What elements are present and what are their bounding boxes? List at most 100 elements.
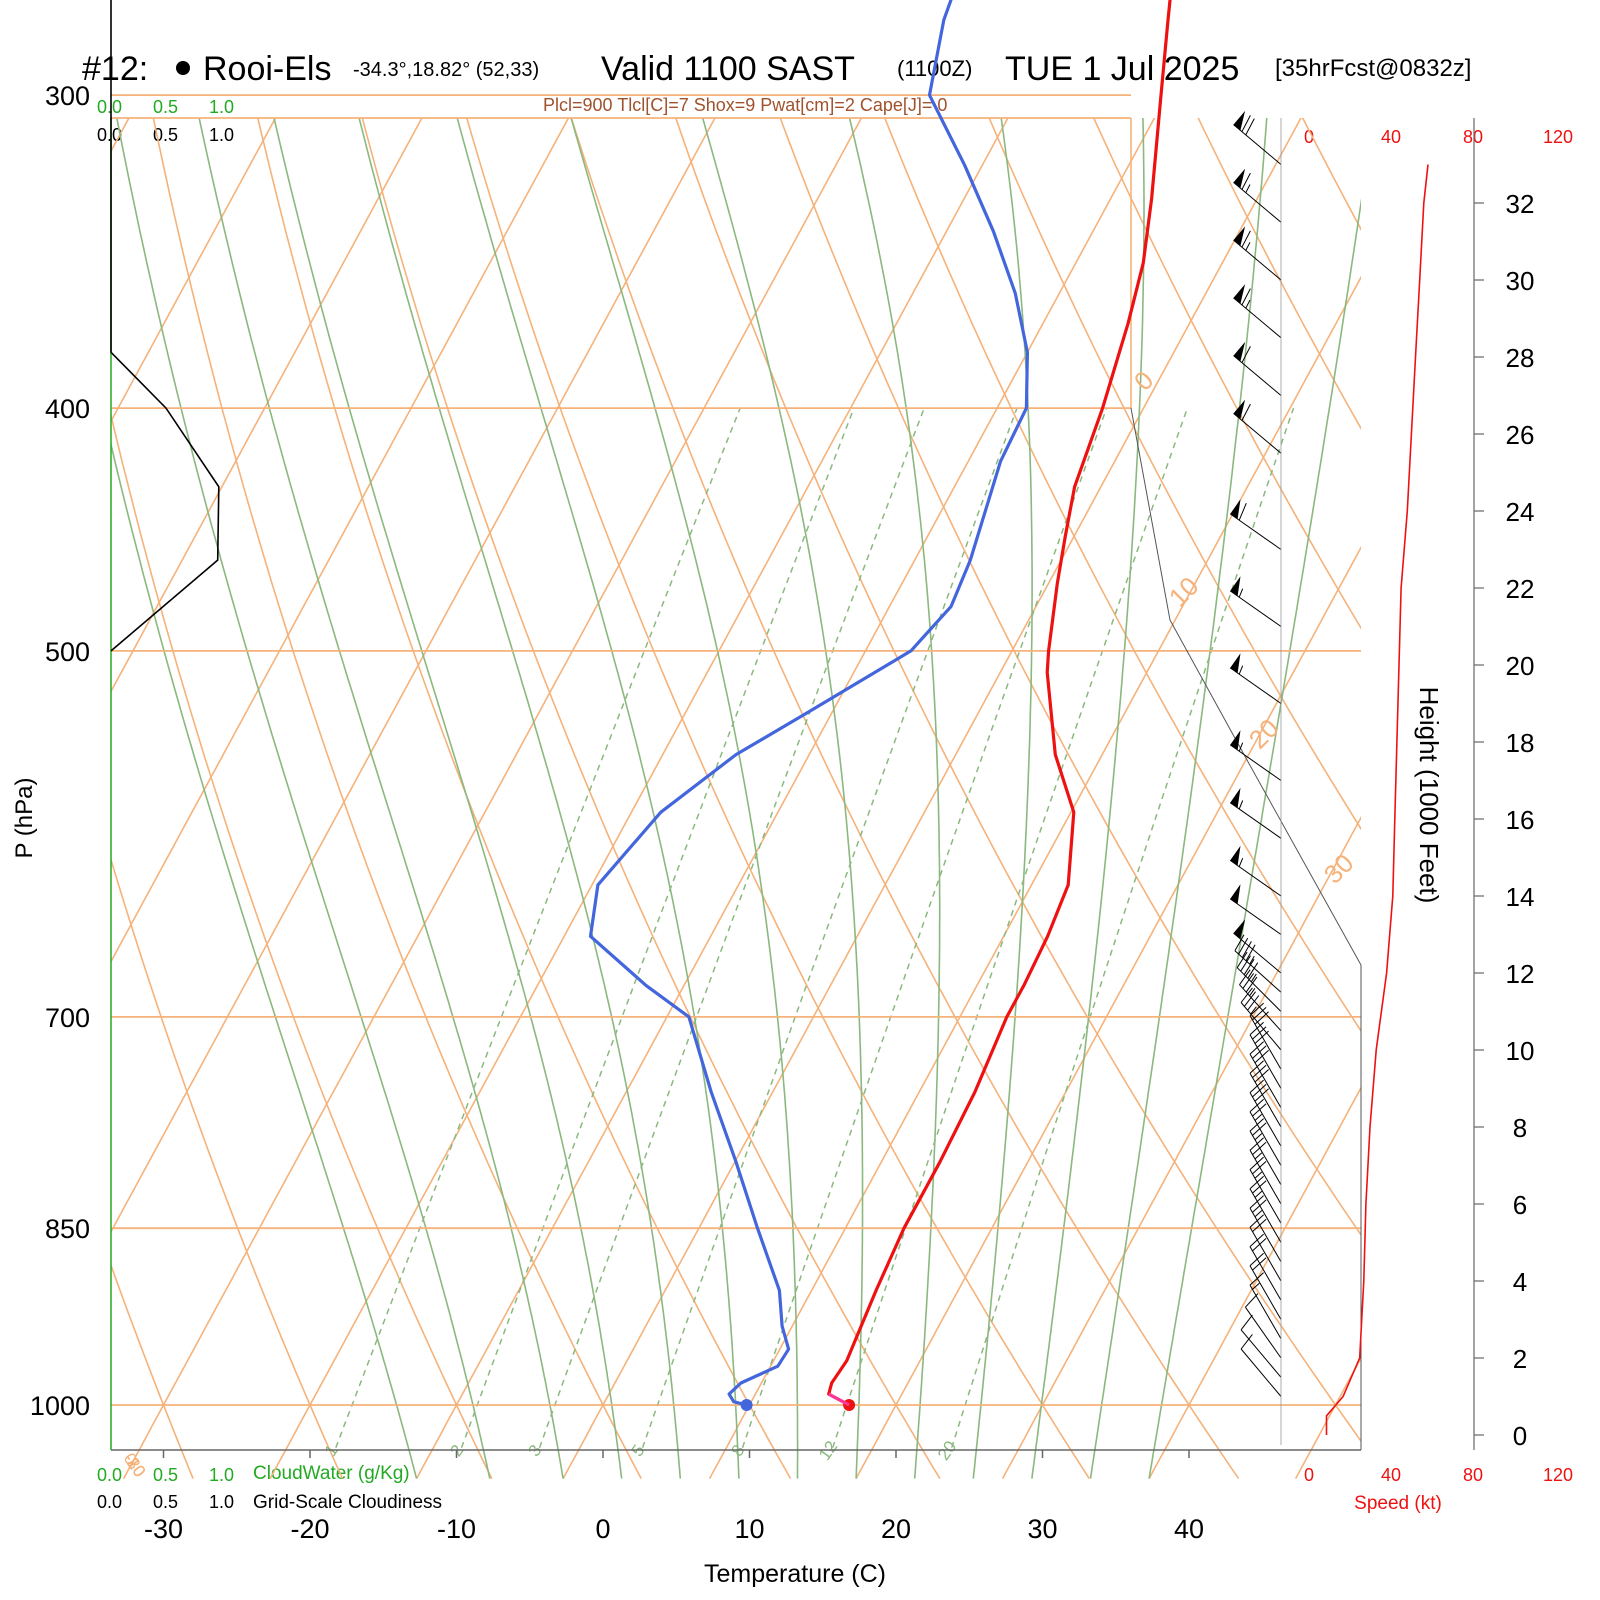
wind-barb-half-feather xyxy=(1252,1282,1260,1290)
wind-barb-feather xyxy=(1238,503,1247,521)
wind-barb-feather xyxy=(1252,1141,1267,1155)
wind-barb-feather xyxy=(1254,1049,1269,1064)
wind-barb-pennant xyxy=(1230,499,1241,520)
x-tick-label: -20 xyxy=(290,1514,329,1544)
wind-barb-half-feather xyxy=(1254,1113,1263,1121)
cloud-water-tick: 1.0 xyxy=(209,97,234,117)
wind-barb-staff xyxy=(1229,590,1282,627)
height-tick-label: 30 xyxy=(1506,266,1535,296)
wind-barb xyxy=(1233,168,1282,223)
wind-barb xyxy=(1233,919,1282,974)
wind-barb-feather xyxy=(1236,951,1248,968)
dry-adiabat-line xyxy=(111,857,344,1479)
height-tick-label: 28 xyxy=(1506,343,1535,373)
wind-barb xyxy=(1233,284,1282,339)
wind-barb-staff xyxy=(1229,744,1282,781)
dry-adiabat-line xyxy=(111,412,493,1479)
isotherm-line xyxy=(415,118,1156,1479)
wind-barb-staff xyxy=(1229,802,1282,839)
valid-time: Valid 1100 SAST xyxy=(601,50,855,88)
isotherm-line xyxy=(111,118,423,693)
wind-barb-feather xyxy=(1249,1137,1264,1151)
cloud-water-tick: 0.5 xyxy=(153,1465,178,1485)
wind-barb-feather xyxy=(1249,1252,1264,1267)
speed-tick: 40 xyxy=(1381,1465,1401,1485)
wind-barb-staff xyxy=(1240,1002,1282,1051)
station-dot-icon xyxy=(176,61,190,75)
moist-adiabat-line xyxy=(570,118,799,1479)
isotherm-line xyxy=(1148,1086,1361,1479)
moist-adiabat-line xyxy=(848,118,941,1479)
cloud-cover-tick: 0.5 xyxy=(153,125,178,145)
wind-barb xyxy=(1249,1175,1282,1243)
wind-barb-half-feather xyxy=(1250,973,1257,983)
pressure-tick-label: 850 xyxy=(45,1214,90,1244)
wind-barb-pennant xyxy=(1230,884,1241,905)
wind-barb-feather xyxy=(1254,1011,1269,1025)
pressure-tick-label: 500 xyxy=(45,637,90,667)
mixing-ratio-line xyxy=(950,407,1295,1448)
speed-axis-bottom: 0 40 80 120 Speed (kt) xyxy=(1304,1465,1573,1514)
dry-adiabat-line xyxy=(111,1263,194,1479)
wind-barb xyxy=(1249,1272,1282,1340)
mixing-ratio-line xyxy=(335,407,741,1448)
dry-adiabat-line xyxy=(1567,0,1600,1479)
cloud-water-tick: 0.0 xyxy=(97,1465,122,1485)
cloud-cover-profile xyxy=(110,0,220,652)
speed-tick: 120 xyxy=(1543,1465,1573,1485)
dry-adiabat-line xyxy=(988,118,1361,831)
wind-barb-pennant xyxy=(1230,653,1241,674)
wind-barb xyxy=(1229,787,1282,839)
wind-barb xyxy=(1249,1079,1282,1147)
cloud-cover-tick: 1.0 xyxy=(209,1492,234,1512)
isotherm-line xyxy=(111,118,570,964)
wind-barb xyxy=(1249,1195,1282,1263)
x-tick-label: 0 xyxy=(595,1514,610,1544)
wind-barb-staff xyxy=(1229,898,1282,935)
wind-barb-feather xyxy=(1240,987,1253,1003)
wind-barb-feather xyxy=(1252,1180,1267,1194)
wind-barb-staff xyxy=(1233,932,1282,974)
wind-barb-feather xyxy=(1234,934,1245,952)
wind-barb-feather xyxy=(1247,962,1259,979)
wind-barb-feather xyxy=(1241,288,1251,306)
moist-adiabat-line xyxy=(358,118,682,1479)
cloud-cover-scale-bottom: 0.0 0.5 1.0 Grid-Scale Cloudiness xyxy=(97,1492,442,1513)
wind-barb-staff xyxy=(1249,1111,1282,1166)
wind-barb-feather xyxy=(1252,1045,1267,1059)
isotherm-label: 0 xyxy=(1128,365,1159,396)
height-tick-label: 12 xyxy=(1506,959,1535,989)
wind-barb-staff xyxy=(1240,1348,1282,1397)
wind-barb-feather xyxy=(1241,172,1251,190)
cloud-water-label: CloudWater (g/Kg) xyxy=(253,1463,410,1484)
wind-barb-feather xyxy=(1252,1007,1267,1021)
sounding-indices: Plcl=900 Tlcl[C]=7 Shox=9 Pwat[cm]=2 Cap… xyxy=(543,95,947,115)
pressure-tick-label: 300 xyxy=(45,81,90,111)
wind-barb-staff xyxy=(1249,1092,1282,1147)
speed-axis-label: Speed (kt) xyxy=(1354,1493,1442,1514)
wind-barb-feather xyxy=(1247,995,1260,1011)
wind-barb-feather xyxy=(1252,1238,1267,1252)
moist-adiabat-line xyxy=(273,118,623,1479)
wind-barb xyxy=(1249,1098,1282,1166)
surface-parcel-segment xyxy=(827,1392,850,1407)
dry-adiabat-line xyxy=(1197,118,1361,430)
isotherm-line xyxy=(855,545,1361,1479)
wind-barb xyxy=(1233,226,1282,281)
wind-barb-half-feather xyxy=(1249,955,1255,965)
wind-barb xyxy=(1229,499,1282,550)
station-name: Rooi-Els xyxy=(203,50,331,88)
wind-barb-staff xyxy=(1244,1306,1282,1359)
wind-barb-half-feather xyxy=(1238,665,1244,675)
height-tick-label: 24 xyxy=(1506,497,1535,527)
x-tick-label: 30 xyxy=(1027,1514,1057,1544)
station-number: #12: xyxy=(82,50,148,88)
wind-barb xyxy=(1233,110,1282,165)
wind-barb-staff xyxy=(1229,513,1282,550)
height-tick-label: 4 xyxy=(1513,1267,1527,1297)
dry-adiabat-line xyxy=(152,118,642,1479)
mixing-ratio-line xyxy=(641,407,1018,1448)
wind-barb-staff xyxy=(1249,1130,1282,1186)
pressure-tick-label: 400 xyxy=(45,394,90,424)
